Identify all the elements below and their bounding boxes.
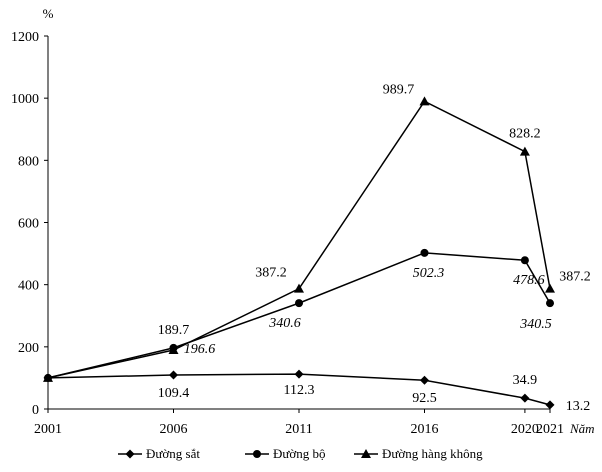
data-label-duong-bo: 196.6 bbox=[184, 342, 216, 357]
series-line-duong-sat bbox=[47, 373, 551, 406]
y-tick-label: 0 bbox=[32, 403, 39, 418]
marker-duong-hang-khong bbox=[519, 146, 530, 156]
marker-duong-bo bbox=[420, 248, 429, 257]
series-line-duong-hang-khong bbox=[47, 100, 551, 379]
y-tick-label: 1000 bbox=[11, 92, 39, 107]
y-tick-label: 200 bbox=[18, 341, 39, 356]
legend-label: Đường bộ bbox=[273, 446, 326, 461]
data-label-duong-hang-khong: 387.2 bbox=[559, 270, 591, 285]
legend-label: Đường hàng không bbox=[382, 446, 483, 461]
marker-duong-hang-khong bbox=[294, 283, 304, 293]
data-label-duong-sat: 109.4 bbox=[158, 386, 190, 401]
legend-marker-duong-bo bbox=[253, 450, 261, 458]
series-line-duong-bo bbox=[47, 252, 551, 379]
data-label-duong-hang-khong: 189.7 bbox=[158, 323, 190, 338]
axes: 0 200 400 600 800 1000 1200% 2001 2006 2011 2016 20… bbox=[11, 6, 595, 437]
x-tick-label: 2011 bbox=[285, 422, 312, 437]
y-tick-label: 600 bbox=[18, 217, 39, 232]
marker-duong-sat bbox=[545, 400, 555, 410]
data-label-duong-bo: 478.6 bbox=[513, 273, 545, 288]
data-labels: 109.4 112.3 92.5 34.9 13.2 196.6 340.6 502.3 478… bbox=[158, 82, 591, 414]
marker-duong-bo bbox=[295, 299, 303, 308]
legend-marker-duong-sat bbox=[125, 449, 135, 459]
legend-label: Đường sắt bbox=[146, 446, 200, 461]
data-label-duong-hang-khong: 387.2 bbox=[255, 266, 287, 281]
marker-duong-bo bbox=[520, 256, 529, 265]
data-label-duong-sat: 112.3 bbox=[284, 383, 315, 398]
marker-duong-sat bbox=[294, 369, 304, 379]
data-label-duong-sat: 34.9 bbox=[513, 373, 538, 388]
marker-duong-sat bbox=[420, 375, 429, 385]
y-tick-label: 800 bbox=[18, 154, 39, 169]
legend-item-duong-sat: Đường sắt bbox=[118, 446, 200, 461]
markers bbox=[43, 96, 555, 410]
legend: Đường sắt Đường bộ Đường hàng không bbox=[118, 446, 483, 461]
y-tick-label: 400 bbox=[18, 279, 39, 294]
data-label-duong-bo: 502.3 bbox=[413, 266, 445, 281]
marker-duong-hang-khong bbox=[419, 96, 430, 106]
x-axis-unit: Năm bbox=[569, 421, 595, 436]
marker-duong-bo bbox=[546, 299, 554, 308]
marker-duong-hang-khong bbox=[43, 372, 53, 382]
legend-item-duong-hang-khong: Đường hàng không bbox=[354, 446, 483, 461]
data-label-duong-sat: 92.5 bbox=[412, 391, 437, 406]
x-tick-label: 2006 bbox=[160, 422, 188, 437]
data-label-duong-hang-khong: 989.7 bbox=[383, 82, 415, 97]
legend-item-duong-bo: Đường bộ bbox=[245, 446, 326, 461]
data-label-duong-bo: 340.6 bbox=[268, 316, 301, 331]
data-label-duong-bo: 340.5 bbox=[519, 317, 552, 332]
data-label-duong-hang-khong: 828.2 bbox=[509, 127, 541, 142]
y-axis-unit: % bbox=[43, 6, 54, 21]
x-tick-label: 2020 bbox=[511, 422, 539, 437]
marker-duong-sat bbox=[520, 393, 530, 403]
marker-duong-hang-khong bbox=[545, 283, 555, 293]
marker-duong-sat bbox=[169, 370, 178, 380]
x-tick-label: 2001 bbox=[34, 422, 62, 437]
y-tick-label: 1200 bbox=[11, 30, 39, 45]
marker-duong-hang-khong bbox=[168, 345, 179, 355]
legend-marker-duong-hang-khong bbox=[361, 449, 371, 458]
x-tick-label: 2016 bbox=[411, 422, 439, 437]
x-tick-label: 2021 bbox=[536, 422, 564, 437]
data-label-duong-sat: 13.2 bbox=[566, 399, 591, 414]
series-lines bbox=[47, 100, 551, 406]
